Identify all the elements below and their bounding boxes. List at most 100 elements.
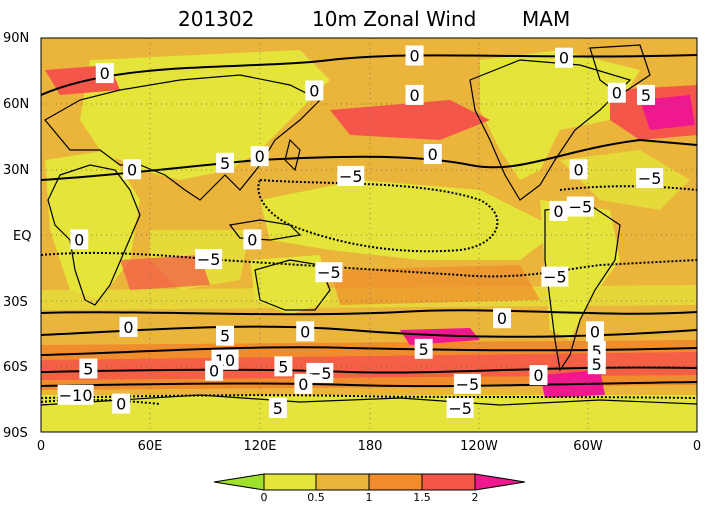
contour-label: 5	[216, 152, 235, 173]
contour-label-bg	[294, 373, 313, 394]
y-axis: 90N 60N 30N EQ 30S 60S 90S	[3, 31, 31, 441]
coast-greenland	[589, 44, 651, 96]
contour-label-bg	[216, 325, 235, 346]
coastlines	[41, 44, 697, 406]
contour-label-bg	[569, 159, 588, 180]
contour-label-text: 0	[590, 322, 600, 341]
contour-label-text: −5	[456, 375, 480, 394]
y-tick-label: 30S	[3, 295, 28, 310]
contour-label: 0	[529, 365, 548, 386]
title-date: 201302	[178, 7, 254, 31]
coast-antarctica	[41, 394, 697, 406]
colorbar-segment	[368, 473, 423, 491]
contour-minus10-antarctic	[41, 398, 161, 405]
contour-label: 0	[405, 84, 424, 105]
contour-label-text: −5	[543, 268, 567, 287]
contour-label-text: 0	[123, 318, 133, 337]
contour-label-bg	[636, 168, 664, 189]
contour-label-bg	[195, 249, 223, 270]
contour-10-south	[41, 346, 697, 356]
colorbar-label: 0.5	[307, 491, 325, 504]
contour-label-bg	[112, 393, 131, 414]
shade-tropical-pacific	[260, 180, 560, 260]
contour-label-text: −5	[308, 364, 332, 383]
contour-label: −10	[57, 384, 94, 405]
contour-label-bg	[205, 360, 224, 381]
contour-label: −5	[337, 165, 365, 186]
y-tick-label: 60S	[3, 360, 28, 375]
contour-label: 0	[250, 146, 269, 167]
contour-label-text: 5	[419, 340, 429, 359]
contour-label-text: 0	[533, 366, 543, 385]
contour-label-text: 0	[300, 322, 310, 341]
shade-antarctica	[41, 395, 697, 432]
contour-label-bg	[268, 397, 287, 418]
contour-label-text: 0	[409, 86, 419, 105]
contour-label-bg	[566, 196, 594, 217]
contour-5-south-2	[41, 366, 697, 374]
contour-label-bg	[305, 80, 324, 101]
title-group: 201302 10m Zonal Wind MAM	[178, 7, 570, 31]
contour-label-bg	[70, 229, 89, 250]
contour-label: 5	[79, 358, 98, 379]
contour-label: −5	[315, 262, 343, 283]
contour-label-bg	[95, 63, 114, 84]
contour-label-bg	[541, 266, 569, 287]
coast-south-america	[544, 204, 621, 372]
contour-0-subtropical-north	[41, 138, 697, 181]
contour-label-text: 0	[409, 47, 419, 66]
contour-label-bg	[587, 354, 606, 375]
contour-label-bg	[549, 200, 568, 221]
x-tick-label: 120W	[460, 439, 498, 454]
contour-label: 0	[554, 47, 573, 68]
contour-label: 0	[205, 360, 224, 381]
x-tick-label: 180	[358, 439, 383, 454]
contour-label-text: 0	[255, 147, 265, 166]
contour-label-text: 5	[273, 399, 283, 418]
contour-label: −5	[306, 362, 334, 383]
contour-label-bg	[216, 152, 235, 173]
contour-label-text: 0	[559, 49, 569, 68]
x-axis: 0 60E 120E 180 120W 60W 0	[37, 439, 701, 454]
contour-label: 0	[294, 373, 313, 394]
contour-label-bg	[57, 384, 94, 405]
contour-label-bg	[636, 84, 655, 105]
coast-indonesia	[228, 219, 302, 241]
contour-label: 5	[274, 356, 293, 377]
x-tick-label: 60W	[573, 439, 603, 454]
gridlines	[41, 38, 697, 432]
contour-label-bg	[607, 82, 626, 103]
shade-tradewind-orange-south-pacific	[330, 265, 540, 305]
contour-label: 5	[636, 84, 655, 105]
contour-label: 0	[549, 200, 568, 221]
contour-label: 0	[569, 159, 588, 180]
colorbar-label: 1	[366, 491, 373, 504]
shade-africa	[45, 150, 140, 300]
contour-label-bg	[585, 321, 604, 342]
contour-label-text: 5	[83, 360, 93, 379]
contour-label-bg	[453, 373, 481, 394]
contour-label-bg	[423, 144, 442, 165]
shade-north-pacific-red	[330, 100, 490, 140]
contour-label-text: 0	[309, 82, 319, 101]
contour-label-text: −5	[339, 167, 363, 186]
contour-label-text: 5	[641, 86, 651, 105]
contour-label: 0	[585, 321, 604, 342]
contour-label-text: −5	[569, 198, 593, 217]
contour-label-bg	[554, 47, 573, 68]
contour-label: 0	[123, 159, 142, 180]
contour-minus5-north-pacific	[257, 179, 499, 253]
contour-label: −5	[636, 168, 664, 189]
colorbar: 0 0.5 1 1.5 2	[213, 473, 526, 504]
contour-label-text: 5	[220, 327, 230, 346]
contour-label: 0	[296, 321, 315, 342]
contour-0-south	[41, 309, 697, 316]
contour-label-bg	[243, 229, 262, 250]
contour-label: 0	[243, 229, 262, 250]
contour-label-bg	[405, 84, 424, 105]
contour-label-text: 0	[247, 230, 257, 249]
x-tick-label: 60E	[138, 439, 163, 454]
